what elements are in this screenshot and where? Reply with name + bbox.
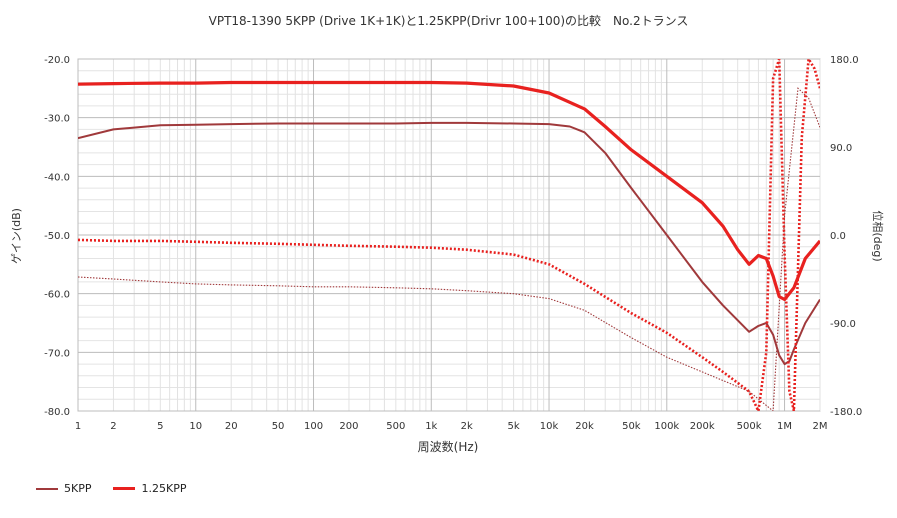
x-tick-label: 100k: [654, 421, 679, 432]
x-tick-label: 2: [110, 421, 116, 432]
y2-tick-label: 180.0: [830, 55, 859, 66]
series-gain-line-0: [78, 121, 820, 366]
x-tick-label: 20: [225, 421, 238, 432]
legend-swatch-5kpp: [36, 487, 58, 490]
x-tick-label: 10k: [540, 421, 559, 432]
legend-label-5kpp: 5KPP: [64, 482, 92, 495]
series-gain-line-1: [78, 80, 820, 302]
x-tick-label: 500: [386, 421, 405, 432]
x-tick-label: 2M: [813, 421, 828, 432]
legend-item-1-25kpp[interactable]: 1.25KPP: [113, 482, 186, 495]
legend: 5KPP 1.25KPP: [36, 482, 186, 495]
y-tick-label: -40.0: [44, 172, 70, 183]
legend-swatch-1-25kpp: [113, 487, 136, 490]
x-tick-label: 5: [157, 421, 163, 432]
y-tick-label: -60.0: [44, 290, 70, 301]
x-tick-label: 50: [272, 421, 285, 432]
y-tick-label: -20.0: [44, 55, 70, 66]
x-tick-label: 20k: [575, 421, 594, 432]
y-tick-label: -50.0: [44, 231, 70, 242]
legend-label-1-25kpp: 1.25KPP: [141, 482, 187, 495]
x-tick-label: 200: [339, 421, 358, 432]
x-tick-label: 10: [189, 421, 202, 432]
x-tick-label: 100: [304, 421, 323, 432]
legend-item-5kpp[interactable]: 5KPP: [36, 482, 91, 495]
series-phase-line-1: [78, 59, 820, 411]
y2-tick-label: -90.0: [830, 319, 856, 330]
chart-title: VPT18-1390 5KPP (Drive 1K+1K)と1.25KPP(Dr…: [208, 14, 689, 28]
x-tick-label: 1M: [777, 421, 792, 432]
y-tick-label: -70.0: [44, 348, 70, 359]
x-tick-label: 1k: [425, 421, 437, 432]
x-tick-label: 1: [75, 421, 81, 432]
x-tick-label: 200k: [690, 421, 715, 432]
y2-tick-label: 0.0: [830, 231, 846, 242]
x-tick-label: 2k: [461, 421, 473, 432]
x-tick-label: 500k: [737, 421, 762, 432]
y2-axis-label: 位相(deg): [871, 210, 884, 262]
x-tick-label: 50k: [622, 421, 641, 432]
y-tick-label: -30.0: [44, 114, 70, 125]
y2-tick-label: -180.0: [830, 407, 862, 418]
x-tick-label: 5k: [508, 421, 520, 432]
y2-tick-label: 90.0: [830, 143, 852, 154]
x-axis-label: 周波数(Hz): [417, 440, 479, 454]
y-axis-label: ゲイン(dB): [10, 208, 23, 264]
y-tick-label: -80.0: [44, 407, 70, 418]
